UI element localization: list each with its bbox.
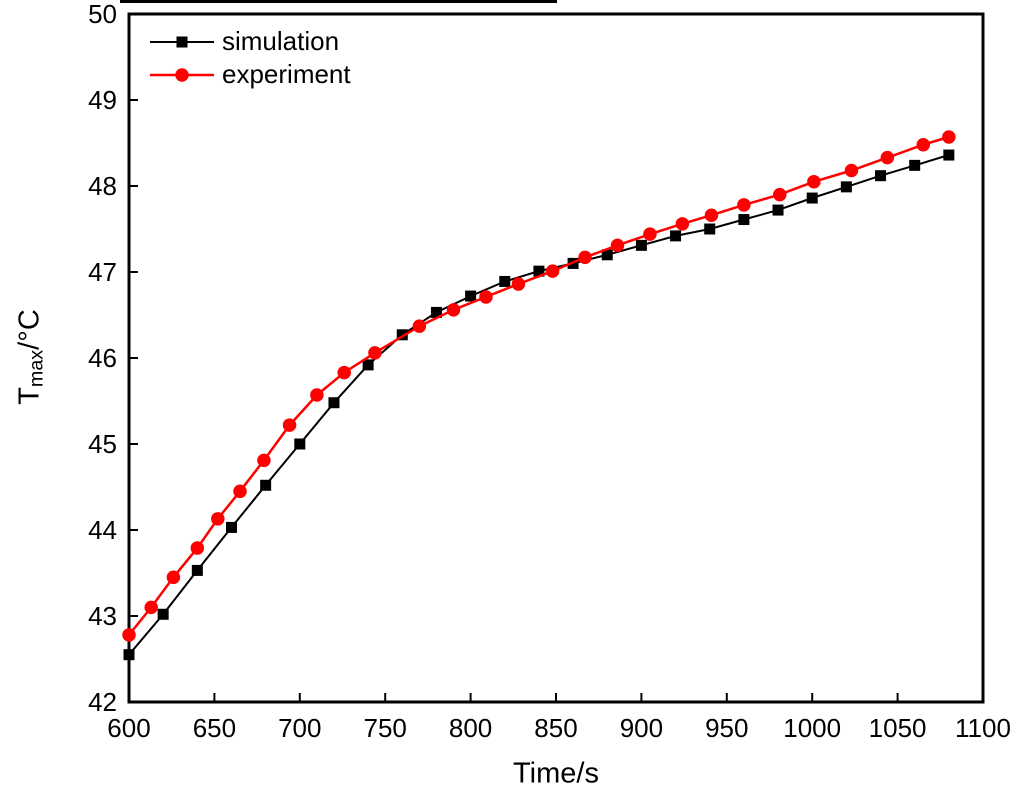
marker-simulation <box>772 204 784 216</box>
marker-simulation <box>670 230 682 242</box>
y-axis-title-unit: /°C <box>13 309 46 350</box>
x-tick-label: 700 <box>278 713 321 743</box>
marker-experiment <box>190 541 205 555</box>
marker-experiment <box>479 290 493 304</box>
marker-experiment <box>545 264 560 278</box>
marker-simulation <box>294 438 306 450</box>
marker-simulation <box>909 159 921 171</box>
y-axis-title: Tmax/°C <box>14 309 49 405</box>
marker-experiment <box>942 130 956 144</box>
marker-experiment <box>337 365 351 380</box>
x-tick-label: 950 <box>705 713 748 743</box>
marker-simulation <box>738 214 750 226</box>
marker-simulation <box>875 170 887 182</box>
y-axis-title-subscript: max <box>25 349 48 388</box>
series-line-experiment <box>128 135 950 636</box>
marker-simulation <box>533 265 545 277</box>
marker-experiment <box>166 570 181 585</box>
y-tick-label: 46 <box>88 343 117 373</box>
y-tick-label: 45 <box>88 429 117 459</box>
marker-simulation <box>157 608 169 620</box>
marker-experiment <box>704 208 719 222</box>
x-tick-label: 1000 <box>783 713 841 743</box>
legend-label-experiment: experiment <box>222 59 351 89</box>
marker-simulation <box>840 181 852 193</box>
marker-experiment <box>368 346 382 360</box>
x-tick-label: 900 <box>620 713 663 743</box>
marker-experiment <box>578 250 592 265</box>
marker-simulation <box>123 649 135 661</box>
plot-frame <box>127 12 985 704</box>
y-tick-label: 47 <box>88 257 117 287</box>
marker-simulation <box>225 521 237 533</box>
series-line-simulation <box>128 154 950 656</box>
marker-experiment <box>643 227 657 241</box>
legend-item-simulation: simulation <box>150 25 351 58</box>
marker-experiment <box>675 217 690 231</box>
x-axis-title: Time/s <box>513 757 599 790</box>
y-tick-label: 43 <box>88 601 117 631</box>
marker-simulation <box>191 564 203 576</box>
legend-label-simulation: simulation <box>222 26 340 56</box>
marker-simulation <box>943 149 955 161</box>
top-edge-artifact-line <box>120 0 557 3</box>
y-tick-label: 49 <box>88 85 117 115</box>
legend: simulation experiment <box>150 25 351 91</box>
experiment-marker-icon <box>150 66 214 84</box>
marker-experiment <box>511 277 526 291</box>
marker-experiment <box>412 319 427 333</box>
marker-simulation <box>704 223 716 235</box>
marker-experiment <box>916 137 930 152</box>
marker-simulation <box>601 249 613 261</box>
marker-experiment <box>211 512 225 526</box>
y-tick-label: 42 <box>88 687 117 717</box>
marker-experiment <box>122 628 136 642</box>
marker-experiment <box>233 484 247 499</box>
marker-experiment <box>807 174 821 189</box>
x-tick-label: 800 <box>449 713 492 743</box>
x-tick-label: 750 <box>364 713 407 743</box>
x-tick-label: 850 <box>534 713 577 743</box>
marker-experiment <box>844 163 859 178</box>
y-tick-label: 44 <box>88 515 117 545</box>
marker-experiment <box>282 418 297 432</box>
x-tick-label: 650 <box>193 713 236 743</box>
y-tick-label: 50 <box>88 0 117 29</box>
y-axis-title-main: T <box>13 387 46 405</box>
x-tick-label: 600 <box>107 713 150 743</box>
experiment-swatch-graphic <box>150 67 214 82</box>
x-tick-label: 1100 <box>955 713 1011 743</box>
marker-experiment <box>737 198 751 212</box>
marker-experiment <box>446 303 461 317</box>
simulation-marker-icon <box>150 33 214 51</box>
marker-experiment <box>610 238 625 253</box>
marker-simulation <box>806 192 818 204</box>
marker-experiment <box>257 453 271 468</box>
marker-simulation <box>260 479 272 491</box>
marker-experiment <box>310 388 324 402</box>
x-tick-label: 1050 <box>869 713 927 743</box>
marker-simulation <box>499 275 511 287</box>
marker-simulation <box>635 239 647 251</box>
marker-simulation <box>362 359 374 371</box>
marker-experiment <box>880 150 895 165</box>
marker-simulation <box>430 306 442 318</box>
marker-experiment <box>772 187 787 202</box>
legend-item-experiment: experiment <box>150 58 351 91</box>
y-tick-label: 48 <box>88 171 117 201</box>
marker-simulation <box>396 329 408 341</box>
simulation-swatch-graphic <box>150 36 214 47</box>
marker-simulation <box>328 397 340 409</box>
marker-experiment <box>144 600 158 615</box>
marker-simulation <box>465 290 477 302</box>
